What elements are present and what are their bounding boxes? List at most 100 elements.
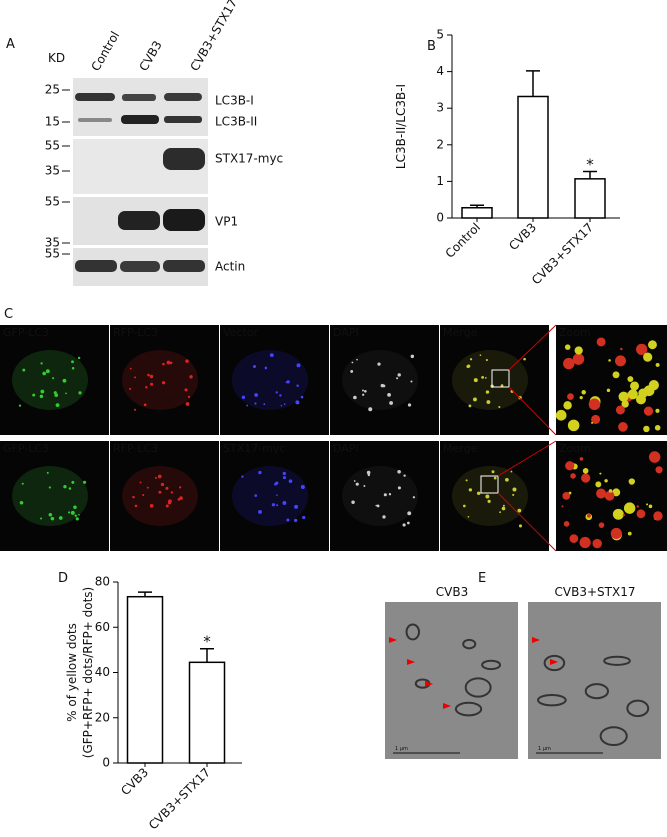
zoom-box [480, 475, 499, 494]
dot [39, 394, 44, 399]
marker-label: 35 [45, 236, 60, 250]
dot [145, 386, 148, 389]
zoom-box [491, 369, 510, 388]
x-tick-label: CVB3+STX17 [529, 220, 596, 287]
dot [366, 470, 371, 475]
dot [58, 516, 63, 520]
dot [254, 494, 258, 497]
dot [55, 403, 60, 408]
dot [635, 394, 647, 405]
dot [648, 451, 661, 463]
dot [410, 354, 415, 359]
dot [648, 379, 659, 391]
dot [579, 395, 583, 400]
dot [500, 384, 504, 387]
scale-label: 1 μm [395, 746, 408, 752]
dot [78, 514, 80, 516]
dot [579, 536, 591, 549]
dot [246, 404, 249, 407]
dot [282, 476, 287, 480]
dot [618, 422, 628, 432]
dot [612, 508, 624, 520]
dot [276, 504, 279, 507]
tem-images: CVB3 1 μm CVB3+STX17 1 μm [385, 585, 661, 759]
dot [596, 337, 606, 347]
dot [146, 486, 149, 489]
dot [563, 357, 575, 370]
organelle [603, 655, 631, 666]
bar [188, 661, 226, 764]
channel-label: Merge [443, 442, 478, 455]
organelle [405, 623, 421, 641]
dot [469, 358, 473, 361]
dot [48, 486, 51, 489]
dot [382, 515, 386, 519]
tem-title: CVB3 [436, 585, 468, 599]
dot [643, 425, 650, 433]
dot [484, 377, 487, 379]
dot [296, 363, 301, 368]
dot [643, 352, 653, 362]
dot [396, 377, 399, 380]
dot [253, 365, 256, 368]
dot [82, 480, 87, 484]
dot [282, 471, 286, 476]
marker-ticks [62, 89, 70, 255]
dot [592, 538, 602, 549]
dot [154, 476, 157, 479]
dot [150, 382, 154, 386]
dot [523, 357, 526, 361]
dot [149, 504, 154, 508]
cell [12, 466, 88, 526]
dot [655, 466, 663, 474]
band-label: STX17-myc [215, 152, 283, 166]
cell [452, 466, 528, 526]
dot [134, 376, 137, 379]
dot [630, 381, 640, 391]
dot [655, 408, 660, 413]
bar [461, 207, 493, 219]
dot [485, 390, 490, 394]
x-tick-label: CVB3 [506, 220, 539, 253]
y-axis-label: % of yellow dots [65, 623, 79, 722]
dot [498, 405, 501, 409]
dot [648, 340, 657, 350]
dot [397, 469, 401, 474]
marker-label: 55 [45, 139, 60, 153]
dot [383, 493, 387, 497]
dot [142, 494, 145, 497]
marker-label: 15 [45, 115, 60, 129]
dot [410, 380, 413, 383]
dot [570, 473, 576, 479]
dot [129, 387, 132, 391]
dot [70, 510, 75, 515]
cell [122, 350, 198, 410]
dot [263, 403, 266, 406]
dot [618, 391, 629, 402]
dot [294, 504, 299, 509]
dot [636, 343, 648, 355]
dot [166, 360, 171, 365]
dot [40, 362, 43, 365]
organelle [481, 659, 502, 671]
dot [563, 521, 570, 527]
dot [241, 395, 246, 399]
dot [271, 503, 276, 507]
dot [302, 515, 306, 520]
dot [465, 479, 468, 482]
dot [258, 510, 262, 514]
dot [71, 367, 75, 370]
dot [582, 468, 589, 474]
cell [452, 350, 528, 410]
dot [486, 400, 491, 404]
dot [463, 504, 466, 508]
dot [74, 514, 77, 517]
channel-label: GFP-LC3 [3, 326, 49, 339]
dot [382, 384, 386, 388]
dot [485, 494, 490, 499]
y-tick-label: 60 [95, 620, 110, 634]
dot [355, 482, 359, 486]
y-tick-label: 4 [436, 64, 444, 78]
dot [485, 358, 488, 362]
dot [655, 362, 660, 367]
